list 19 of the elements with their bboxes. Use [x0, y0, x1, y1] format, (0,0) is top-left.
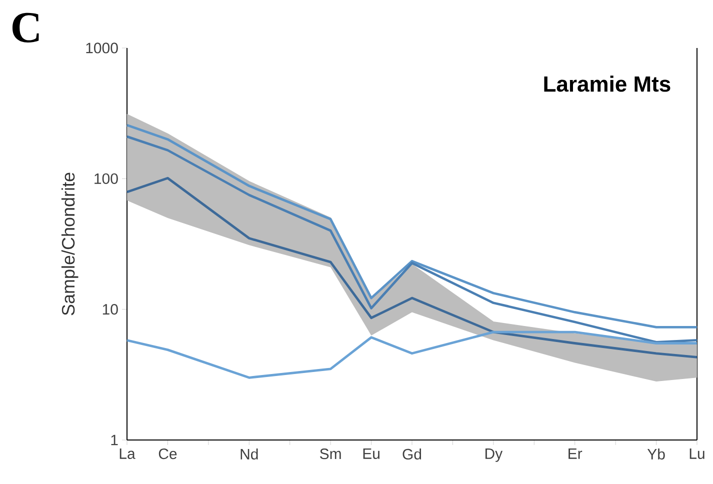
x-tick-label: La	[120, 448, 136, 459]
line-series	[126, 330, 698, 379]
x-tick-label: Gd	[402, 448, 422, 460]
y-tick-label: 1	[111, 434, 118, 446]
x-tick-label: Lu	[690, 448, 704, 459]
x-tick-label: Dy	[485, 448, 503, 462]
y-tick-label: 10	[102, 304, 118, 315]
y-tick-label: 100	[94, 173, 118, 184]
x-tick-label: Nd	[240, 448, 258, 460]
annotation: Laramie Mts	[544, 76, 670, 92]
x-tick-label: Sm	[320, 448, 341, 460]
line-series	[126, 176, 698, 358]
x-tick-label: Er	[568, 448, 582, 459]
text: C	[12, 12, 39, 42]
x-tick-label: Eu	[363, 448, 380, 459]
x-tick-label: Ce	[158, 448, 177, 460]
x-tick-label: Yb	[647, 448, 665, 460]
y-tick-label: 1000	[86, 42, 118, 54]
y-axis-title: Sample/Chondrite	[61, 172, 78, 316]
